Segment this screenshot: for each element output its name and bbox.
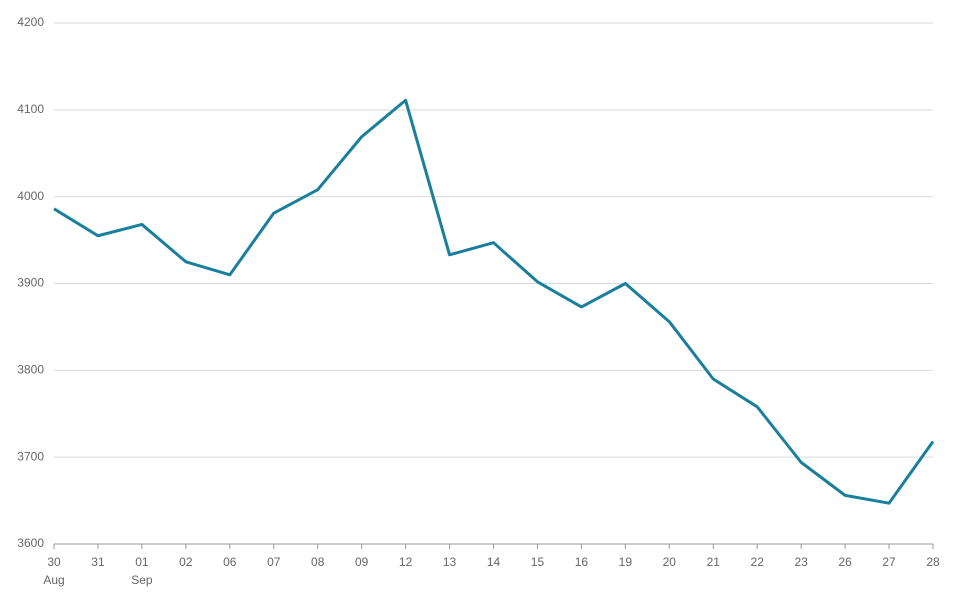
line-series	[53, 98, 935, 505]
x-tick-label: 09	[355, 555, 369, 569]
x-tick-label: 16	[575, 555, 589, 569]
x-tick-label: 01	[135, 555, 149, 569]
x-tick-sublabel: Sep	[131, 573, 153, 587]
x-tick-label: 20	[663, 555, 677, 569]
y-tick-label: 4200	[17, 15, 44, 29]
x-tick-label: 31	[91, 555, 105, 569]
x-tick-label: 27	[882, 555, 896, 569]
x-tick-label: 07	[267, 555, 281, 569]
x-tick-label: 06	[223, 555, 237, 569]
y-tick-label: 3600	[17, 536, 44, 550]
x-tick-label: 14	[487, 555, 501, 569]
y-tick-label: 4000	[17, 189, 44, 203]
y-tick-label: 3700	[17, 449, 44, 463]
y-tick-label: 4100	[17, 102, 44, 116]
x-tick-label: 12	[399, 555, 413, 569]
x-tick-label: 13	[443, 555, 457, 569]
x-tick-label: 02	[179, 555, 193, 569]
y-tick-label: 3900	[17, 276, 44, 290]
x-tick-label: 22	[751, 555, 765, 569]
x-tick-label: 19	[619, 555, 633, 569]
x-tick-label: 30	[47, 555, 61, 569]
x-tick-label: 15	[531, 555, 545, 569]
x-tick-sublabel: Aug	[43, 573, 64, 587]
x-tick-label: 23	[794, 555, 808, 569]
x-tick-label: 26	[838, 555, 852, 569]
x-tick-label: 21	[707, 555, 721, 569]
y-tick-label: 3800	[17, 363, 44, 377]
x-tick-label: 08	[311, 555, 325, 569]
x-tick-label: 28	[926, 555, 940, 569]
